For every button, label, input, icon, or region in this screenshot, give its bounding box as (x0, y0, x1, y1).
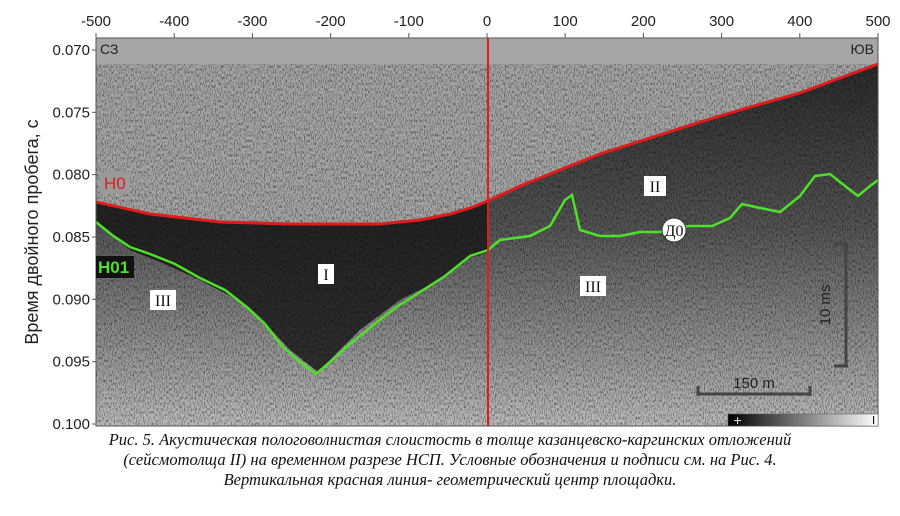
x-tick-labels: -500 -400 -300 -200 -100 0 100 200 300 400 500 (81, 13, 891, 38)
x-tick-label: -400 (159, 13, 189, 30)
caption-line-2: (сейсмотолща II) на временном разрезе НС… (123, 450, 777, 469)
y-tick-label: 0.090 (52, 291, 90, 308)
x-tick-label: 0 (483, 13, 491, 30)
corner-label-nw: СЗ (100, 41, 118, 57)
horizontal-scale-bar: 150 m (696, 375, 812, 396)
unit-label-iii-left: III (150, 290, 176, 310)
x-tick-label: -100 (394, 13, 424, 30)
y-tick-label: 0.085 (52, 229, 90, 246)
x-tick-label: 100 (553, 13, 578, 30)
y-tick-label: 0.070 (52, 42, 90, 59)
vertical-scale-bar: 10 ms (817, 242, 848, 368)
y-tick-labels: 0.070 0.075 0.080 0.085 0.090 0.095 0.100 (52, 42, 96, 433)
horizontal-scale-label: 150 m (733, 375, 775, 392)
y-tick-label: 0.100 (52, 416, 90, 430)
corner-label-se: ЮВ (851, 41, 874, 57)
x-tick-label: 200 (631, 13, 656, 30)
x-tick-label: 400 (787, 13, 812, 30)
svg-text:III: III (155, 293, 171, 310)
horizon-label-h01: H01 (98, 258, 129, 277)
seismic-profile-figure: -500 -400 -300 -200 -100 0 100 200 300 400 500 0.0… (22, 13, 891, 433)
amplitude-colorbar: + I (727, 413, 879, 427)
h0-label-bg (100, 172, 130, 194)
figure-caption: Рис. 5. Акустическая пологоволнистая сло… (0, 430, 900, 516)
svg-text:I: I (323, 267, 328, 284)
h01-label-bg (96, 256, 134, 278)
svg-text:II: II (650, 179, 661, 196)
unit-label-iii-right: III (580, 276, 606, 296)
svg-text:III: III (585, 279, 601, 296)
y-tick-label: 0.095 (52, 354, 90, 371)
x-tick-label: 500 (865, 13, 890, 30)
x-tick-label: -300 (237, 13, 267, 30)
svg-text:Д0: Д0 (665, 223, 684, 240)
unit-label-ii: II (644, 176, 666, 196)
x-tick-label: -500 (81, 13, 111, 30)
y-tick-label: 0.075 (52, 104, 90, 121)
marker-d0: Д0 (661, 217, 687, 243)
unit-label-i: I (318, 264, 334, 284)
x-tick-label: 300 (709, 13, 734, 30)
caption-line-3: Вертикальная красная линия- геометрическ… (223, 470, 677, 489)
vertical-scale-label: 10 ms (817, 285, 834, 326)
caption-line-1: Рис. 5. Акустическая пологоволнистая сло… (108, 430, 792, 449)
horizon-label-h0: H0 (104, 174, 126, 193)
y-axis-label: Время двойного пробега, с (22, 119, 42, 344)
y-tick-label: 0.080 (52, 167, 90, 184)
colorbar-minus: I (872, 414, 875, 427)
x-tick-label: -200 (316, 13, 346, 30)
colorbar-plus: + (733, 414, 742, 427)
horizon-h01 (96, 172, 878, 376)
